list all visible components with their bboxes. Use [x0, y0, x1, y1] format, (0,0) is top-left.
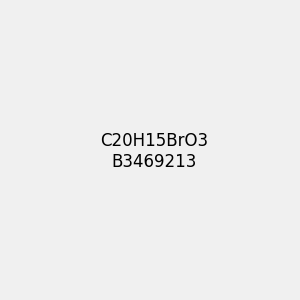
Text: C20H15BrO3
B3469213: C20H15BrO3 B3469213 [100, 132, 208, 171]
